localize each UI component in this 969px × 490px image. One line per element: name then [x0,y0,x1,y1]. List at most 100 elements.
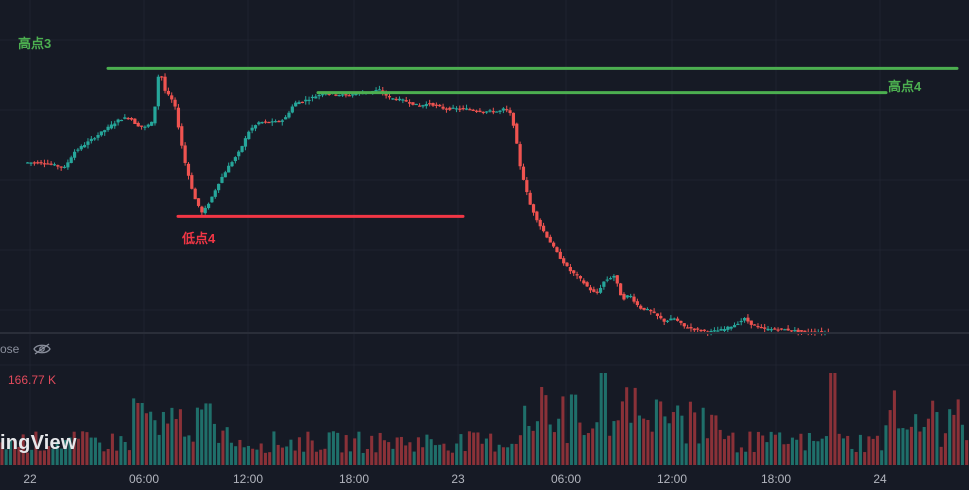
volume-bar [166,423,170,465]
volume-bar [603,373,607,465]
volume-bar [408,442,412,465]
candle [565,262,569,267]
candle [719,326,723,331]
volume-bar [149,411,153,465]
candle [696,327,700,333]
candle [136,121,140,127]
volume-bar [391,448,395,465]
candle [170,92,174,103]
candle [746,314,750,324]
volume-bar [939,446,943,465]
volume-bar [510,443,514,465]
candle [505,105,509,113]
volume-bar [89,437,93,465]
volume-bar [650,431,654,465]
candle [196,198,201,208]
volume-bar [319,449,323,465]
eye-hidden-icon[interactable] [33,343,52,355]
volume-bar [314,451,318,465]
volume-bar [667,423,671,465]
candle [474,109,479,113]
volume-bar [336,432,340,465]
volume-bar [693,412,697,465]
volume-bar [221,430,225,465]
candle [669,314,673,321]
candle [665,319,670,323]
volume-bar [302,451,306,465]
volume-bar [948,409,952,465]
volume-bar [136,403,140,465]
volume-bar [497,444,501,465]
candle [444,107,449,113]
volume-bar [140,403,144,465]
candle [66,159,70,170]
volume-bar [863,452,867,465]
candle [518,141,522,170]
candle [163,73,167,94]
volume-bar [425,434,429,465]
volume-bar [714,415,718,465]
volume-bar [234,446,238,465]
candle [129,117,134,121]
volume-bar [722,439,726,465]
candle [481,111,485,115]
volume-value: 166.77 K [8,373,57,387]
volume-bar [569,394,573,465]
volume-bar [13,440,17,465]
x-tick-label: 12:00 [656,472,688,486]
volume-bar [824,436,828,465]
volume-bar [161,411,165,465]
volume-bar [285,446,289,465]
volume-bar [578,422,582,465]
candle [729,326,733,331]
volume-bar [799,433,803,465]
volume-bar [514,443,518,465]
candle [227,162,231,173]
volume-bar [59,448,63,465]
volume-bar [280,447,284,465]
candle [166,87,170,96]
candle [639,304,643,310]
volume-bar [756,431,760,465]
candle [438,104,442,107]
volume-bar [34,431,38,465]
volume-bar [905,429,909,465]
candle [716,326,720,332]
candle [562,256,566,266]
volume-bar [157,434,161,465]
volume-bar [68,437,72,465]
candle [418,103,422,107]
candle [575,271,579,280]
candle [297,100,301,105]
volume-bar [744,451,748,465]
volume-bar [110,433,114,465]
volume-bar [255,449,259,465]
candle [689,323,693,332]
volume-bar [752,451,756,465]
candle [568,263,572,275]
candle [32,161,36,166]
candle [652,308,656,314]
candle [193,187,197,200]
candle [538,218,542,230]
x-tick-label: 23 [451,472,465,486]
volume-bar [595,422,599,465]
candle [736,321,740,326]
candle [146,123,150,129]
candle [337,94,341,97]
candle [62,164,67,169]
volume-bar [646,420,650,465]
volume-bar [769,431,773,465]
x-tick-label: 18:00 [338,472,370,486]
candle [431,102,435,107]
candle [42,159,47,168]
volume-bar [671,412,675,465]
volume-bar [38,450,42,465]
candle [176,104,181,130]
volume-bar [25,452,29,465]
volume-bar [718,429,722,465]
candle [233,156,237,164]
volume-bar [812,440,816,465]
candle [773,327,777,330]
